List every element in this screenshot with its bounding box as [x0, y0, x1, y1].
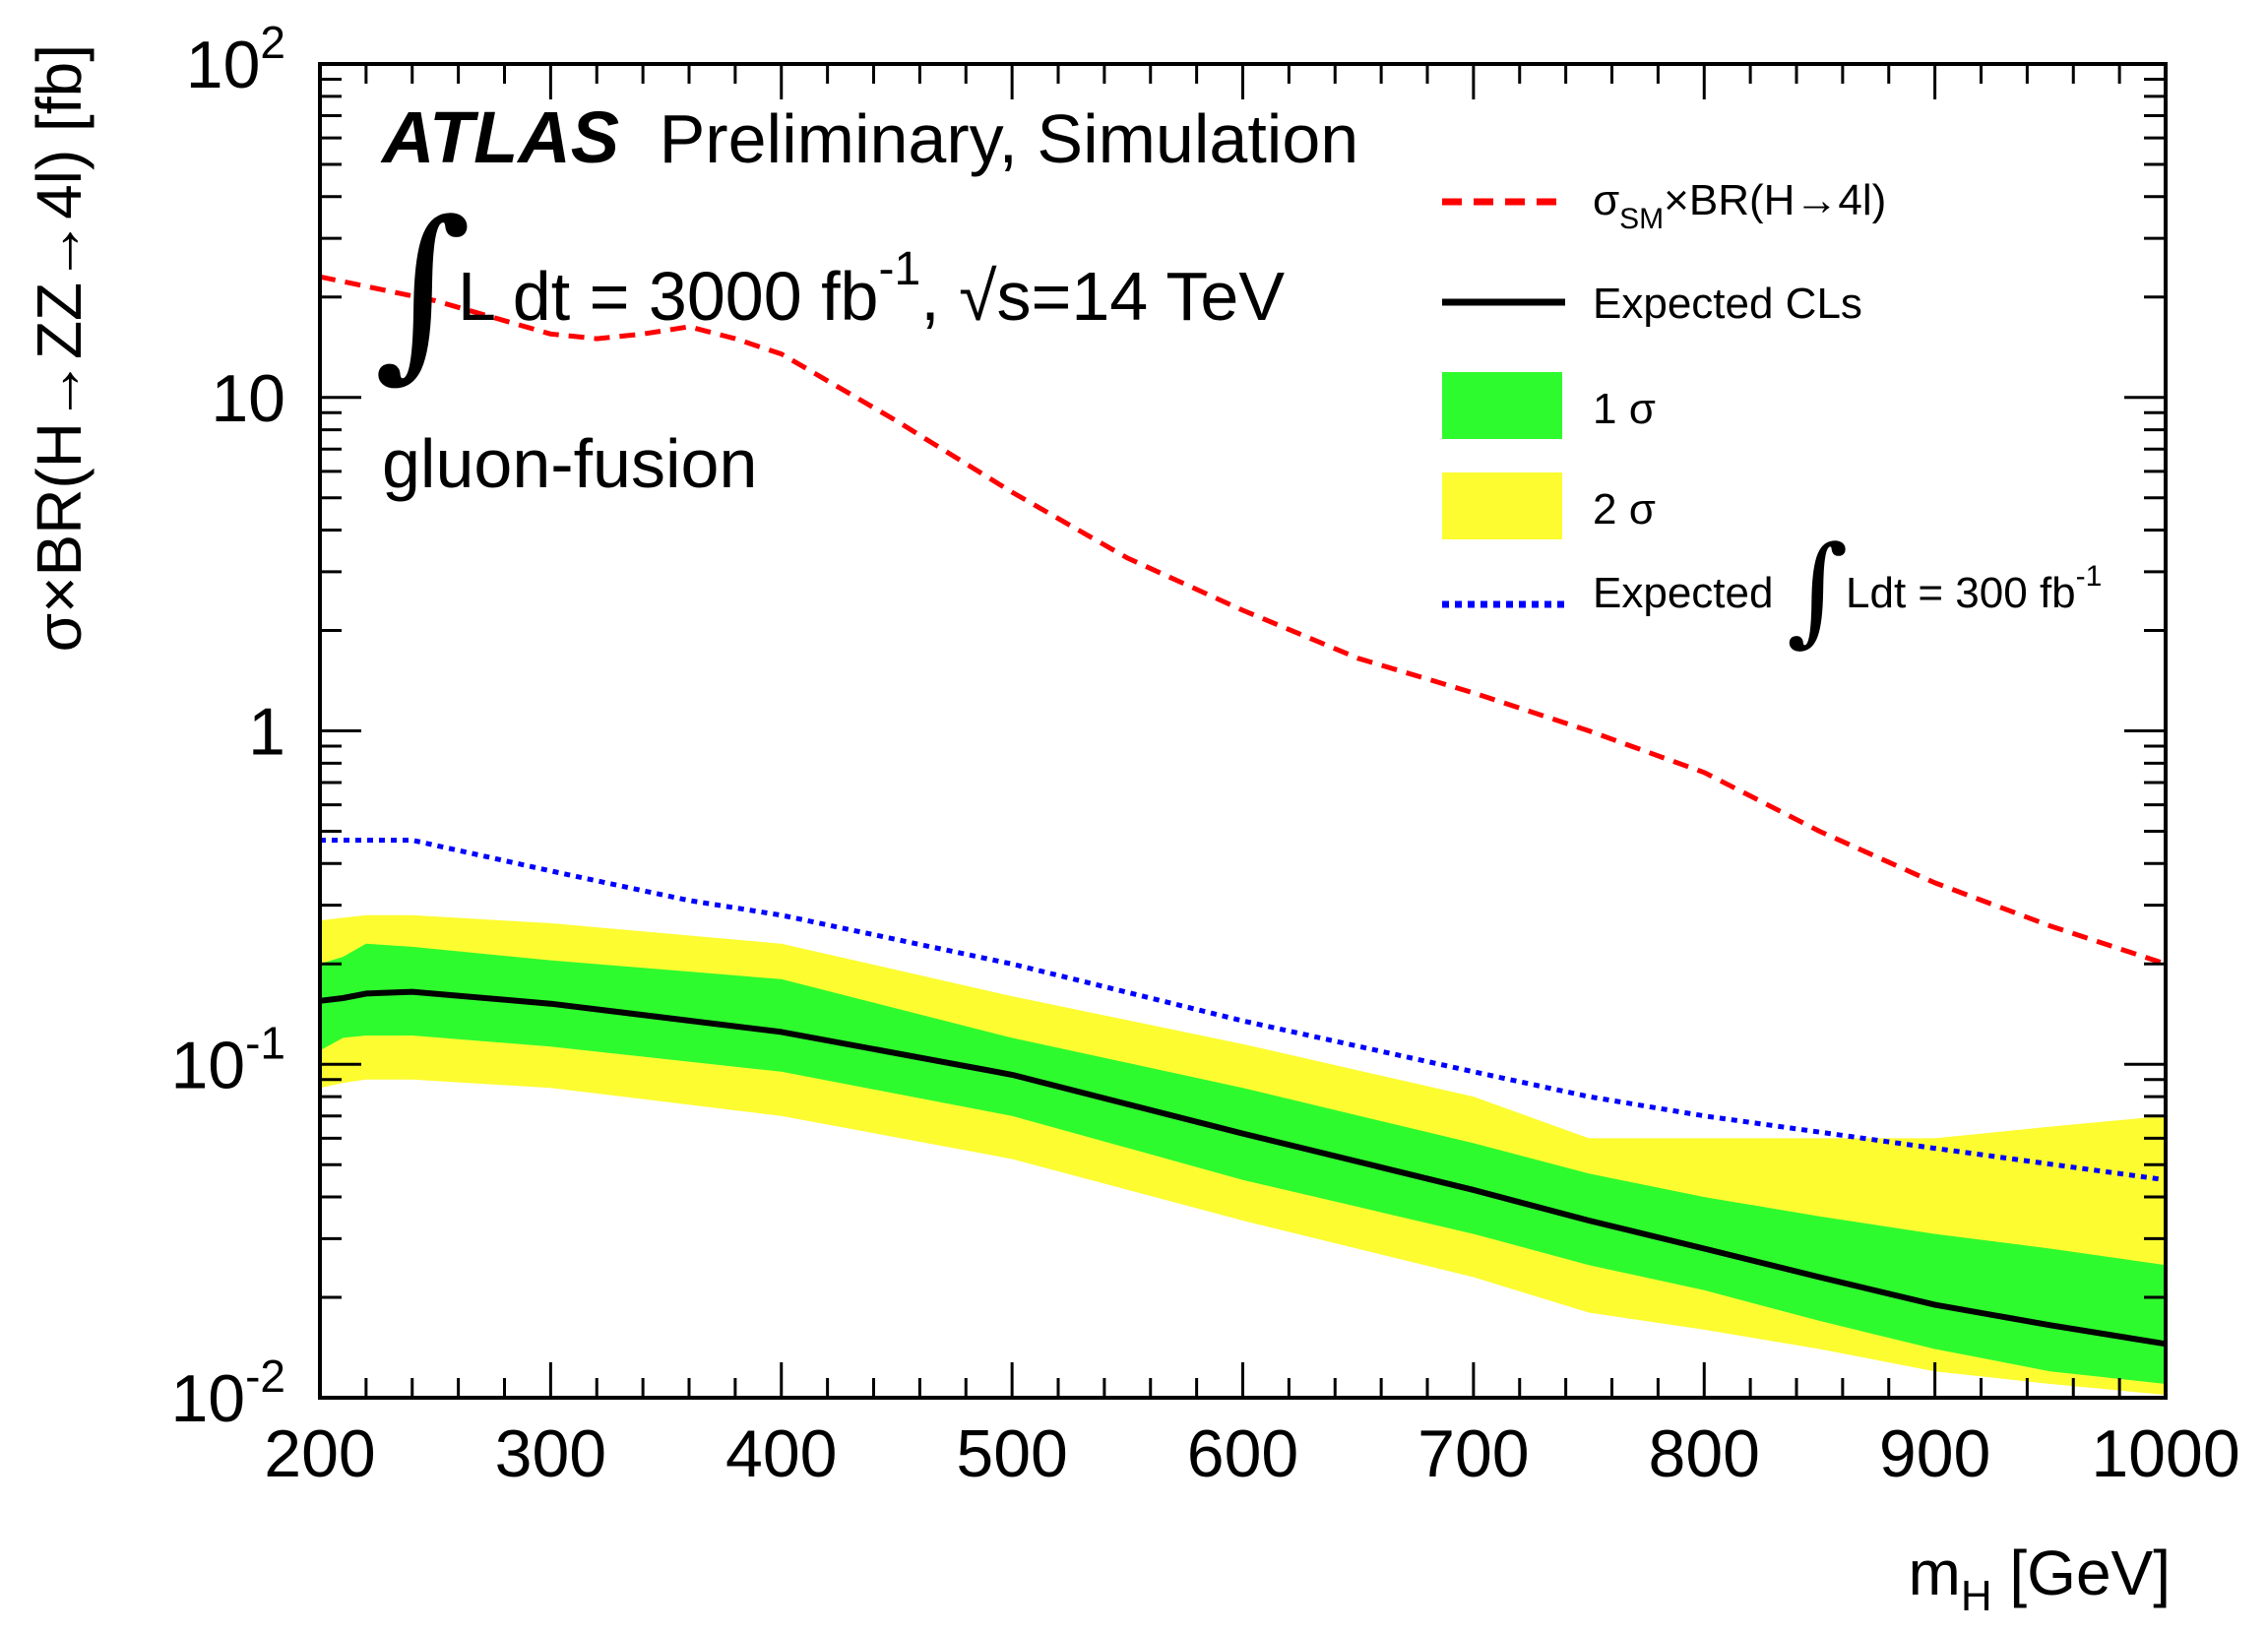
one-sigma-band — [320, 943, 2166, 1384]
axis-ticks — [318, 62, 2168, 1400]
x-tick-label: 300 — [495, 1416, 606, 1491]
process-label: gluon-fusion — [382, 425, 757, 502]
series-lines — [319, 274, 2167, 1348]
atlas-word: ATLAS — [380, 96, 619, 178]
lumi-text: L dt = 3000 fb — [458, 258, 879, 335]
legend-exp300-integral: ∫ — [1787, 522, 1849, 659]
legend-1sigma-swatch — [1442, 372, 1562, 439]
legend-exp300-rest: Ldt = 300 fb-1 — [1846, 560, 2102, 617]
legend-2sigma-swatch — [1442, 472, 1562, 539]
luminosity-label: L dt = 3000 fb-1, √s=14 TeV — [458, 243, 1285, 335]
legend-sm-rest: ×BR(H→4l) — [1664, 176, 1886, 224]
legend-1sigma-label: 1 σ — [1593, 385, 1656, 433]
uncertainty-bands — [320, 914, 2166, 1396]
series-expected-cls — [319, 988, 2167, 1348]
legend-sm-sub: SM — [1619, 203, 1664, 235]
atlas-label: ATLAS Preliminary, Simulation — [380, 96, 1358, 178]
legend-2sigma-label: 2 σ — [1593, 485, 1656, 534]
x-axis-title-main: m — [1909, 1538, 1961, 1608]
integral-symbol: ∫ — [374, 181, 472, 399]
lumi-exp: -1 — [879, 243, 921, 295]
legend-sm-main: σ — [1593, 176, 1619, 224]
y-tick-label: 102 — [186, 17, 285, 102]
x-tick-label: 200 — [264, 1416, 375, 1491]
x-tick-label: 900 — [1879, 1416, 1990, 1491]
legend: σSM×BR(H→4l) Expected CLs 1 σ 2 σ Expect… — [1442, 176, 2102, 659]
x-tick-label: 600 — [1187, 1416, 1298, 1491]
y-axis-title: σ×BR(H→ZZ→4l) [fb] — [24, 44, 94, 652]
x-axis-title-unit: [GeV] — [1992, 1538, 2171, 1608]
y-tick-label: 10-1 — [170, 1017, 285, 1102]
legend-sm-label: σSM×BR(H→4l) — [1593, 176, 1886, 235]
energy-text: , √s=14 TeV — [920, 258, 1285, 335]
x-tick-label: 800 — [1649, 1416, 1760, 1491]
x-axis-title-sub: H — [1961, 1572, 1992, 1620]
x-tick-label: 400 — [725, 1416, 837, 1491]
legend-exp300-text: Ldt = 300 fb — [1846, 569, 2076, 617]
legend-exp300-main: Expected — [1593, 569, 1773, 617]
x-tick-label: 500 — [956, 1416, 1067, 1491]
tick-labels: 200 300 400 500 600 700 800 900 1000 10-2 10-1 1 10 1… — [170, 17, 2239, 1491]
legend-expected-label: Expected CLs — [1593, 280, 1862, 328]
atlas-status: Preliminary, Simulation — [660, 100, 1359, 177]
x-tick-label: 1000 — [2091, 1416, 2239, 1491]
x-axis-title: mH [GeV] — [1909, 1538, 2172, 1620]
y-tick-label: 1 — [248, 695, 285, 770]
y-tick-label: 10 — [211, 361, 285, 436]
y-tick-label: 10-2 — [170, 1350, 285, 1436]
legend-exp300-exp: -1 — [2076, 560, 2103, 593]
plot-frame — [318, 62, 2168, 1400]
series-sm-cross-section — [319, 274, 2167, 967]
x-tick-label: 700 — [1418, 1416, 1529, 1491]
